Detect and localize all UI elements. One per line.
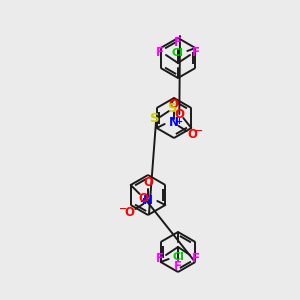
Text: Cl: Cl xyxy=(171,48,183,58)
Text: F: F xyxy=(174,37,182,50)
Text: −: − xyxy=(119,204,128,214)
Text: Cl: Cl xyxy=(173,252,184,262)
Text: O: O xyxy=(139,191,149,205)
Text: F: F xyxy=(156,46,164,59)
Text: F: F xyxy=(174,260,182,274)
Text: O: O xyxy=(169,98,179,112)
Text: N: N xyxy=(143,194,153,208)
Text: S: S xyxy=(150,112,160,125)
Text: O: O xyxy=(143,176,153,190)
Text: F: F xyxy=(156,251,164,265)
Text: +: + xyxy=(139,196,146,206)
Text: F: F xyxy=(192,46,200,59)
Text: O: O xyxy=(188,128,198,142)
Text: +: + xyxy=(175,118,182,127)
Text: −: − xyxy=(195,126,203,136)
Text: O: O xyxy=(174,107,184,121)
Text: F: F xyxy=(192,251,200,265)
Text: N: N xyxy=(169,116,179,130)
Text: S: S xyxy=(168,101,178,115)
Text: O: O xyxy=(124,206,134,220)
